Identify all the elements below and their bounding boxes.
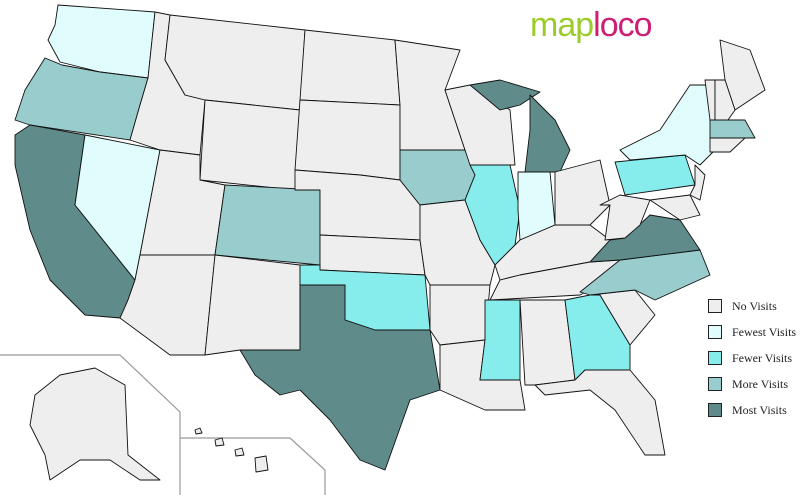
- state-shape: [534, 369, 666, 456]
- state-shape: [554, 159, 611, 226]
- legend-swatch: [708, 351, 722, 365]
- state-ny: [619, 84, 716, 166]
- legend: No Visits Fewest Visits Fewer Visits Mor…: [708, 296, 796, 426]
- state-ma: [709, 119, 756, 139]
- state-me: [719, 39, 766, 111]
- legend-swatch: [708, 299, 722, 313]
- maploco-logo: maploco: [530, 6, 653, 45]
- alaska-inset-border: [0, 354, 181, 495]
- state-wv: [599, 194, 651, 241]
- state-shape: [239, 284, 441, 471]
- state-shape: [234, 447, 245, 457]
- legend-item-fewer: Fewer Visits: [708, 348, 796, 368]
- state-shape: [614, 154, 696, 196]
- state-shape: [709, 119, 756, 139]
- state-shape: [524, 94, 571, 173]
- legend-swatch: [708, 377, 722, 391]
- state-shape: [689, 164, 706, 201]
- state-shape: [199, 99, 301, 191]
- state-shape: [299, 29, 401, 106]
- state-hi: [194, 427, 269, 473]
- legend-item-fewest: Fewest Visits: [708, 322, 796, 342]
- legend-label: Fewer Visits: [732, 350, 793, 365]
- legend-item-most: Most Visits: [708, 400, 796, 420]
- state-nd: [299, 29, 401, 106]
- state-tx: [239, 284, 441, 471]
- legend-item-more: More Visits: [708, 374, 796, 394]
- state-shape: [619, 84, 716, 166]
- legend-label: Most Visits: [732, 402, 787, 417]
- state-shape: [709, 137, 746, 153]
- state-shape: [479, 299, 521, 381]
- legend-item-none: No Visits: [708, 296, 796, 316]
- state-md: [649, 194, 701, 221]
- state-shape: [599, 194, 651, 241]
- state-shape: [649, 194, 701, 221]
- state-wy: [199, 99, 301, 191]
- state-shape: [214, 437, 225, 447]
- state-pa: [614, 154, 696, 196]
- state-nh: [714, 79, 736, 121]
- state-shape: [254, 455, 269, 473]
- hawaii-inset-border: [180, 437, 326, 495]
- state-ak: [29, 367, 161, 481]
- state-nm: [204, 254, 301, 356]
- legend-label: No Visits: [732, 298, 777, 313]
- state-ks: [319, 234, 426, 276]
- state-shape: [319, 234, 426, 276]
- legend-swatch: [708, 403, 722, 417]
- state-fl: [534, 369, 666, 456]
- state-shape: [429, 284, 491, 346]
- state-ar: [429, 284, 491, 346]
- state-oh: [554, 159, 611, 226]
- state-nj: [689, 164, 706, 201]
- state-shape: [719, 39, 766, 111]
- state-sd: [294, 99, 401, 181]
- legend-label: More Visits: [732, 376, 789, 391]
- state-shape: [294, 99, 401, 181]
- state-shape: [204, 254, 301, 356]
- state-co: [214, 184, 321, 266]
- state-ct: [709, 137, 746, 153]
- state-shape: [214, 184, 321, 266]
- state-shape: [29, 367, 161, 481]
- logo-part-loco: loco: [593, 6, 652, 44]
- legend-label: Fewest Visits: [732, 324, 797, 339]
- state-shape: [714, 79, 736, 121]
- logo-part-map: map: [530, 6, 594, 44]
- state-shape: [194, 427, 203, 435]
- state-ms: [479, 299, 521, 381]
- legend-swatch: [708, 325, 722, 339]
